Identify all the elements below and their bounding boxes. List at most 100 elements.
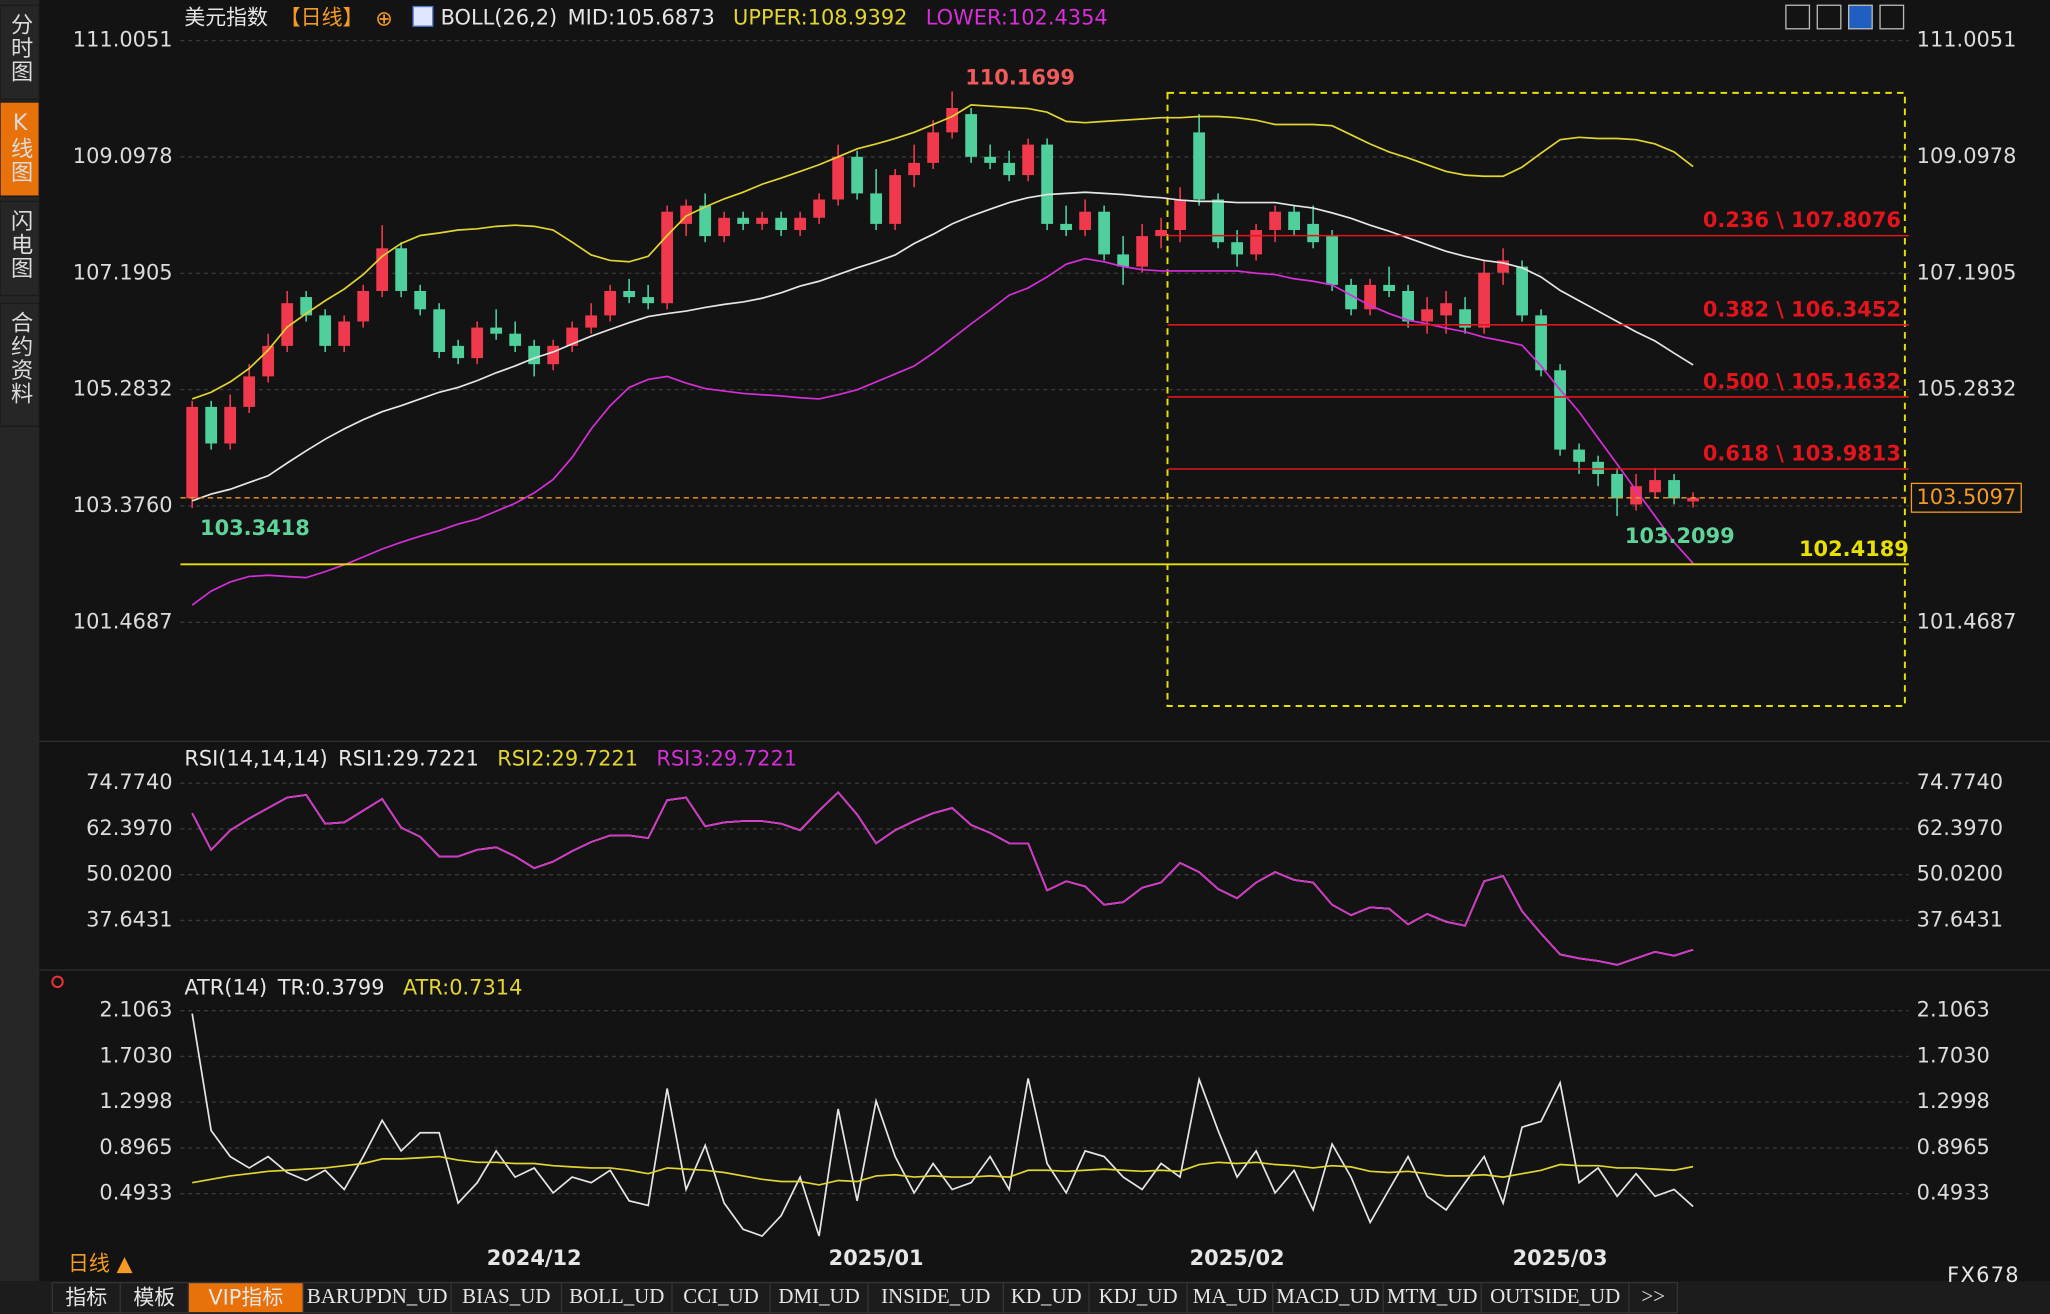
toolbar-button-label[interactable]: >> (1641, 1284, 1665, 1308)
y-tick-label: 107.1905 (73, 260, 173, 284)
toolbar-button[interactable] (867, 1281, 1005, 1314)
y-tick-label: 105.2832 (1917, 377, 2017, 401)
icon[interactable] (1785, 4, 1811, 30)
sidebar-tab-label[interactable]: K线图 (7, 110, 33, 184)
toolbar-button[interactable] (769, 1281, 869, 1314)
sidebar-tab-label[interactable]: 分时图 (7, 13, 33, 84)
candle-body (718, 217, 731, 237)
candle-body (376, 248, 389, 291)
candle-body (1535, 315, 1547, 371)
y-tick-label: 1.7030 (1917, 1043, 1990, 1067)
icon[interactable] (1879, 4, 1905, 30)
toolbar-button[interactable] (560, 1281, 673, 1314)
y-tick-label: 50.0200 (1917, 862, 2003, 886)
candle-body (851, 156, 864, 194)
candle-body (224, 406, 237, 444)
candle-body (243, 376, 256, 407)
toolbar-button-label[interactable]: BOLL_UD (569, 1284, 664, 1308)
toolbar-button-label[interactable]: OUTSIDE_UD (1490, 1284, 1620, 1308)
candle-body (509, 333, 522, 346)
toolbar-button-label[interactable]: CCI_UD (683, 1284, 759, 1308)
toolbar-button-label[interactable]: KDJ_UD (1099, 1284, 1178, 1308)
candle-body (1478, 272, 1490, 328)
toolbar-button-label[interactable]: VIP指标 (208, 1285, 283, 1309)
candle-body (262, 345, 275, 377)
sidebar-tab[interactable] (0, 101, 40, 197)
sidebar-tab-label[interactable]: 合约资料 (7, 311, 33, 406)
candle-body (338, 321, 351, 346)
last-price-label: 103.5097 (1916, 485, 2016, 509)
candle-body (1003, 162, 1016, 176)
indicator-line (191, 191, 1694, 502)
y-tick-label: 2.1063 (1917, 998, 1990, 1022)
candle-body (1402, 290, 1414, 322)
add-icon[interactable]: ⊕ (375, 7, 393, 31)
toolbar-button-label[interactable]: MTM_UD (1387, 1284, 1478, 1308)
period-toggle[interactable]: 日线 ▲ (68, 1251, 133, 1275)
toolbar-button[interactable] (1382, 1281, 1482, 1314)
toolbar-button[interactable] (1628, 1281, 1679, 1314)
legend-entry: UPPER:108.9392 (733, 5, 907, 29)
candle-body (813, 199, 826, 218)
fib-range-box (1166, 91, 1906, 708)
y-tick-label: 103.3760 (73, 493, 173, 517)
y-tick-label: 0.8965 (99, 1135, 172, 1159)
candle-body (1497, 260, 1509, 273)
candle-body (1174, 199, 1187, 230)
toolbar-button-label[interactable]: MA_UD (1193, 1284, 1267, 1308)
candle-body (281, 303, 294, 346)
toolbar-button-label[interactable]: BARUPDN_UD (307, 1284, 448, 1308)
candle-body (984, 156, 997, 163)
support-label: 102.4189 (1799, 537, 1909, 561)
toolbar-button-label[interactable]: INSIDE_UD (881, 1284, 990, 1308)
candle-body (490, 327, 503, 334)
candle-body (1364, 284, 1376, 310)
y-tick-label: 1.2998 (1917, 1089, 1990, 1113)
toolbar-button[interactable] (1480, 1281, 1630, 1314)
sidebar-tab[interactable] (0, 302, 40, 427)
indicator-title: ATR(14) (184, 975, 267, 999)
candle-body (623, 290, 636, 298)
sidebar-tab[interactable] (0, 4, 40, 101)
toolbar-button[interactable] (1002, 1281, 1090, 1314)
sidebar-tab[interactable] (0, 200, 40, 297)
toolbar-button[interactable] (302, 1281, 452, 1314)
settings-icon[interactable] (51, 975, 64, 989)
candle-body (1098, 211, 1111, 255)
candle-body (471, 327, 484, 359)
y-tick-label: 109.0978 (73, 144, 173, 168)
toolbar-button-label[interactable]: KD_UD (1011, 1284, 1082, 1308)
candle-body (585, 315, 598, 328)
legend-entry: RSI3:29.7221 (656, 747, 797, 771)
toolbar-button[interactable] (671, 1281, 771, 1314)
toolbar-button-label[interactable]: 模板 (133, 1285, 175, 1309)
icon[interactable] (1848, 4, 1873, 30)
y-tick-label: 74.7740 (86, 770, 172, 794)
sidebar-tab-label[interactable]: 闪电图 (7, 209, 33, 280)
toolbar-button[interactable] (1272, 1281, 1384, 1314)
candle-body (1516, 266, 1528, 316)
candle-body (908, 162, 921, 176)
y-tick-label: 107.1905 (1917, 260, 2017, 284)
candle-body (319, 315, 332, 346)
candle-body (1440, 303, 1452, 316)
candle-body (604, 290, 617, 316)
toolbar-button-label[interactable]: 指标 (65, 1285, 107, 1309)
toolbar-button-label[interactable]: DMI_UD (778, 1284, 859, 1308)
toolbar-button[interactable] (119, 1281, 189, 1314)
icon[interactable] (1816, 4, 1842, 30)
candle-body (1212, 199, 1224, 243)
toolbar-button-label[interactable]: BIAS_UD (462, 1284, 550, 1308)
toolbar-button-label[interactable]: MACD_UD (1276, 1284, 1379, 1308)
y-tick-label: 111.0051 (1917, 28, 2017, 52)
candle-body (1155, 229, 1168, 237)
candle-body (661, 211, 674, 304)
indicator-line (191, 104, 1694, 400)
x-tick-label: 2024/12 (487, 1246, 582, 1270)
y-tick-label: 111.0051 (73, 28, 173, 52)
toolbar-button[interactable] (1088, 1281, 1188, 1314)
candle-body (452, 345, 465, 359)
candle-body (1649, 480, 1661, 493)
